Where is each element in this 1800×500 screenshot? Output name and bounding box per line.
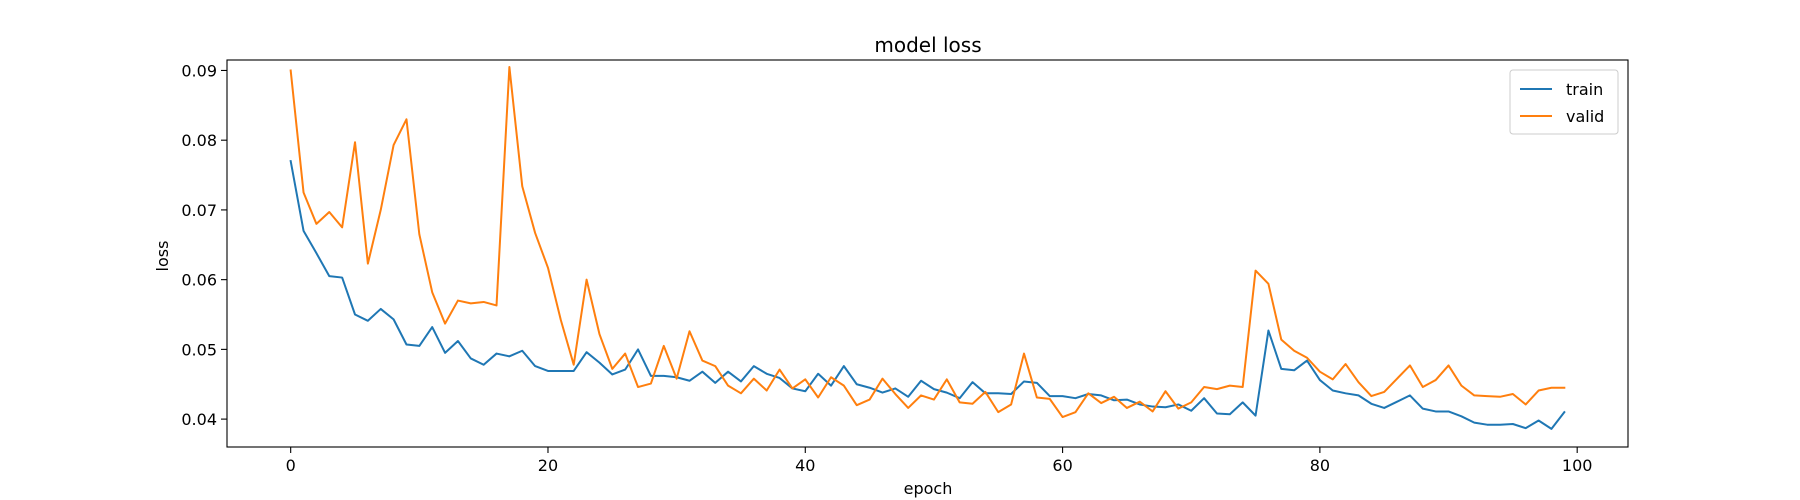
y-tick-label: 0.04 bbox=[181, 410, 217, 429]
y-axis-label: loss bbox=[153, 241, 172, 272]
plot-area bbox=[226, 59, 1629, 448]
x-tick-label: 100 bbox=[1562, 456, 1593, 475]
y-tick-label: 0.09 bbox=[181, 61, 217, 80]
y-tick-label: 0.05 bbox=[181, 340, 217, 359]
x-axis-label: epoch bbox=[904, 479, 953, 498]
series-line-train bbox=[289, 159, 1566, 430]
y-tick-label: 0.07 bbox=[181, 201, 217, 220]
legend: train valid bbox=[1509, 69, 1619, 135]
series-line-valid bbox=[289, 65, 1566, 419]
x-tick-label: 20 bbox=[538, 456, 558, 475]
legend-box bbox=[1509, 69, 1619, 135]
x-axis: 0 20 40 60 80 100 bbox=[286, 447, 1593, 475]
legend-label-valid: valid bbox=[1566, 107, 1604, 126]
legend-label-train: train bbox=[1566, 80, 1603, 99]
y-tick-label: 0.06 bbox=[181, 271, 217, 290]
x-tick-label: 40 bbox=[795, 456, 815, 475]
x-tick-label: 60 bbox=[1052, 456, 1072, 475]
y-tick-label: 0.08 bbox=[181, 131, 217, 150]
chart-title: model loss bbox=[874, 33, 981, 57]
x-tick-label: 0 bbox=[286, 456, 296, 475]
plot-frame bbox=[226, 59, 1629, 448]
y-axis: 0.04 0.05 0.06 0.07 0.08 0.09 bbox=[181, 61, 227, 429]
x-tick-label: 80 bbox=[1310, 456, 1330, 475]
